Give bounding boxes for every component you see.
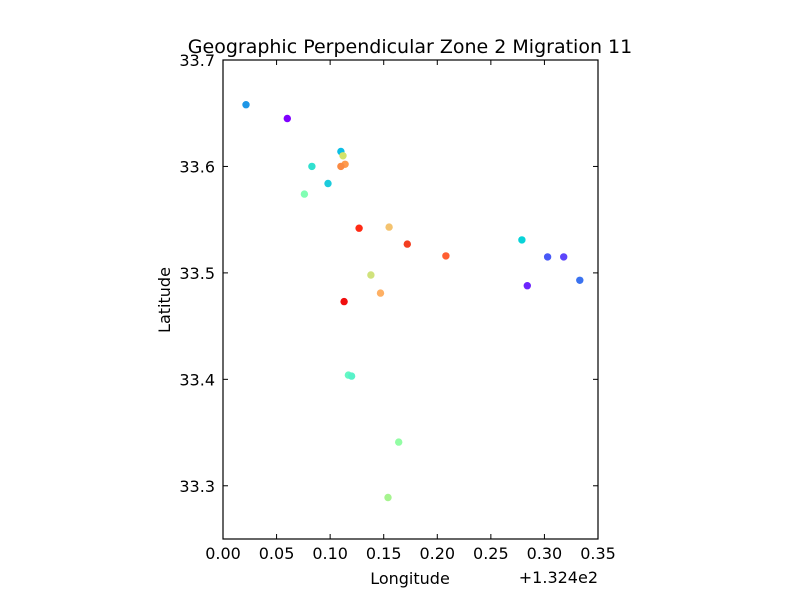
y-axis-ticks: 33.3 33.4 33.5 33.6 33.7 [179, 51, 598, 496]
data-point [283, 114, 291, 123]
y-tick-label: 33.6 [179, 157, 215, 176]
data-point [442, 252, 450, 260]
x-axis-ticks: 0.00 0.05 0.10 0.15 0.20 0.25 0.30 0.35 [205, 60, 616, 563]
y-tick-label: 33.3 [179, 477, 215, 496]
x-tick-label: 0.25 [473, 544, 509, 563]
x-tick-label: 0.30 [527, 544, 563, 563]
data-point [300, 190, 309, 198]
data-point [340, 297, 348, 306]
data-point [324, 179, 332, 188]
x-tick-label: 0.00 [205, 544, 241, 563]
x-tick-label: 0.20 [419, 544, 455, 563]
data-point [385, 223, 393, 231]
data-point [376, 289, 385, 297]
y-tick-label: 33.5 [179, 264, 215, 283]
data-point [384, 493, 392, 502]
x-tick-label: 0.15 [366, 544, 402, 563]
x-tick-label: 0.35 [580, 544, 616, 563]
data-point [395, 438, 403, 446]
data-point [560, 253, 568, 261]
y-tick-label: 33.4 [179, 370, 215, 389]
x-axis-offset-label: +1.324e2 [519, 568, 598, 587]
data-point [403, 240, 411, 248]
y-axis-label: Latitude [155, 267, 174, 333]
data-point [337, 162, 345, 171]
data-point [339, 152, 347, 160]
data-point [242, 101, 250, 109]
data-point [523, 282, 531, 290]
data-point [543, 253, 552, 261]
data-point [518, 236, 526, 244]
y-tick-label: 33.7 [179, 51, 215, 70]
x-tick-label: 0.10 [312, 544, 348, 563]
data-point [355, 224, 363, 232]
data-point [308, 162, 316, 171]
data-point [347, 372, 356, 380]
data-point [576, 276, 584, 284]
points-layer [242, 101, 584, 502]
plot-frame [222, 59, 599, 540]
data-point [367, 271, 375, 279]
x-axis-label: Longitude [370, 569, 450, 588]
x-tick-label: 0.05 [259, 544, 295, 563]
chart-title: Geographic Perpendicular Zone 2 Migratio… [188, 36, 632, 58]
